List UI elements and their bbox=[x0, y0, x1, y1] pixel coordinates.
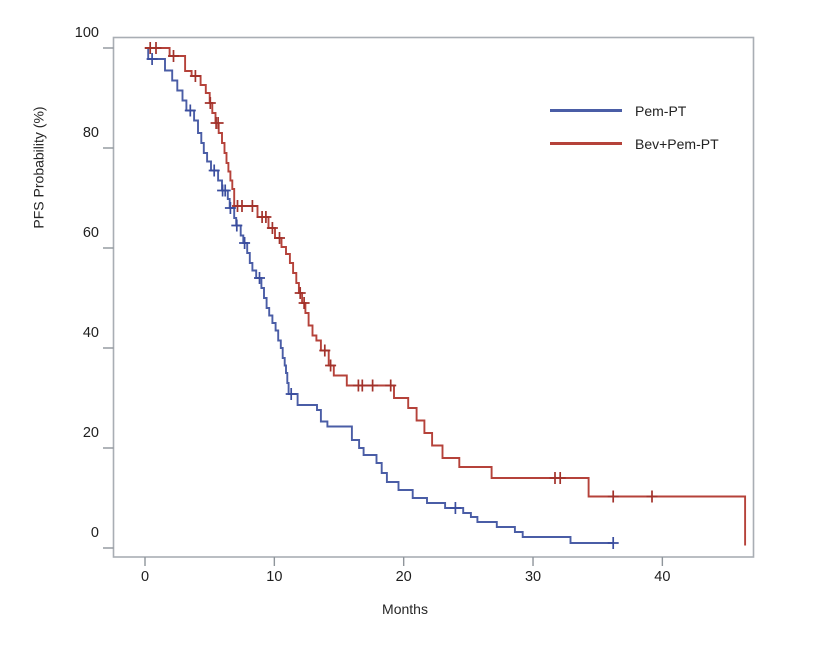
x-tick-label: 20 bbox=[396, 569, 412, 585]
y-tick-label: 100 bbox=[75, 25, 99, 41]
x-tick-label: 10 bbox=[266, 569, 282, 585]
legend-label-bev-pem-pt: Bev+Pem-PT bbox=[635, 136, 719, 152]
legend-label-pem-pt: Pem-PT bbox=[635, 103, 687, 119]
x-axis-title: Months bbox=[382, 601, 428, 617]
plot-frame bbox=[112, 36, 755, 558]
legend-line-pem-pt bbox=[550, 109, 622, 112]
y-tick-label: 60 bbox=[83, 225, 99, 241]
series-line-bev-pem-pt bbox=[145, 47, 747, 546]
x-tick-label: 30 bbox=[525, 569, 541, 585]
legend-line-bev-pem-pt bbox=[550, 142, 622, 145]
x-tick-label: 0 bbox=[141, 569, 149, 585]
y-tick-label: 80 bbox=[83, 125, 99, 141]
series-line-pem-pt bbox=[145, 47, 614, 544]
censor-marks-bev-pem-pt bbox=[144, 42, 658, 503]
censor-marks-pem-pt bbox=[146, 53, 619, 549]
y-tick-label: 0 bbox=[91, 525, 99, 541]
y-axis-title: PFS Probability (%) bbox=[30, 106, 47, 229]
x-tick-label: 40 bbox=[654, 569, 670, 585]
y-tick-label: 20 bbox=[83, 425, 99, 441]
y-tick-label: 40 bbox=[83, 325, 99, 341]
